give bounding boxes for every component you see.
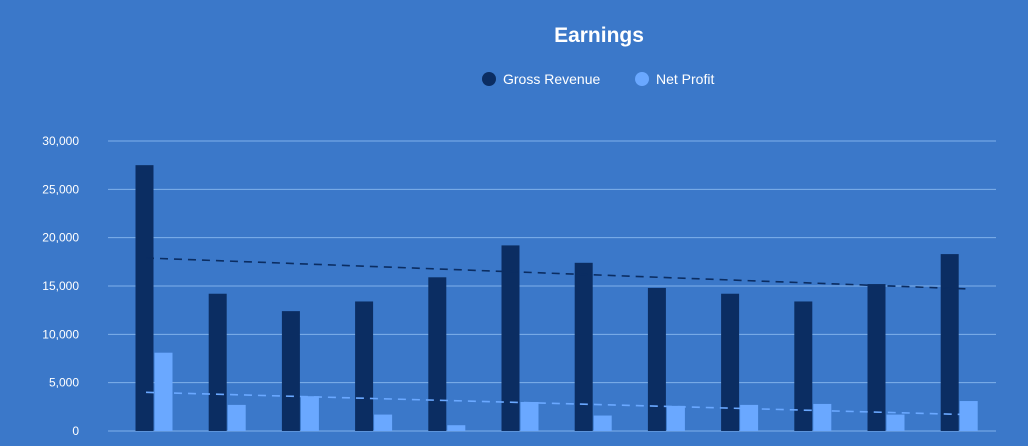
bar-net-profit[interactable] xyxy=(959,401,978,431)
bar-net-profit[interactable] xyxy=(740,404,759,431)
y-tick-label: 15,000 xyxy=(42,279,79,293)
y-tick-label: 5,000 xyxy=(49,376,79,390)
legend: Gross Revenue Net Profit xyxy=(482,71,714,87)
bar-net-profit[interactable] xyxy=(813,403,832,431)
y-tick-label: 10,000 xyxy=(42,327,79,341)
trendlines xyxy=(145,257,968,416)
bar-gross-revenue[interactable] xyxy=(574,262,593,431)
legend-item-net-profit[interactable]: Net Profit xyxy=(635,71,714,87)
y-tick-label: 30,000 xyxy=(42,134,79,148)
bar-gross-revenue[interactable] xyxy=(940,254,959,431)
bar-gross-revenue[interactable] xyxy=(794,301,813,431)
bars xyxy=(135,165,978,431)
y-tick-label: 0 xyxy=(72,424,79,438)
gridlines xyxy=(108,140,996,432)
bar-gross-revenue[interactable] xyxy=(135,165,154,431)
bar-gross-revenue[interactable] xyxy=(501,245,520,431)
y-tick-label: 20,000 xyxy=(42,231,79,245)
bar-gross-revenue[interactable] xyxy=(208,293,227,431)
legend-label-gross-revenue: Gross Revenue xyxy=(503,71,600,87)
bar-net-profit[interactable] xyxy=(886,414,905,431)
bar-net-profit[interactable] xyxy=(374,414,393,431)
bar-net-profit[interactable] xyxy=(154,352,173,431)
y-tick-label: 25,000 xyxy=(42,182,79,196)
bar-gross-revenue[interactable] xyxy=(355,301,374,431)
legend-swatch-gross-revenue xyxy=(482,72,496,86)
bar-net-profit[interactable] xyxy=(447,425,466,431)
bar-gross-revenue[interactable] xyxy=(721,293,740,431)
bar-gross-revenue[interactable] xyxy=(428,277,447,431)
bar-net-profit[interactable] xyxy=(593,415,612,431)
bar-gross-revenue[interactable] xyxy=(281,311,300,431)
trendline-net-profit xyxy=(145,391,968,416)
legend-label-net-profit: Net Profit xyxy=(656,71,714,87)
bar-gross-revenue[interactable] xyxy=(647,287,666,431)
legend-swatch-net-profit xyxy=(635,72,649,86)
bar-net-profit[interactable] xyxy=(666,405,685,431)
bar-gross-revenue[interactable] xyxy=(867,284,886,431)
trendline-gross-revenue xyxy=(145,257,968,290)
legend-item-gross-revenue[interactable]: Gross Revenue xyxy=(482,71,600,87)
y-axis: 0 5,000 10,000 15,000 20,000 25,000 30,000 xyxy=(42,134,79,438)
bar-net-profit[interactable] xyxy=(300,396,319,431)
chart-title: Earnings xyxy=(554,24,644,47)
bar-net-profit[interactable] xyxy=(520,402,539,431)
bar-net-profit[interactable] xyxy=(227,404,246,431)
